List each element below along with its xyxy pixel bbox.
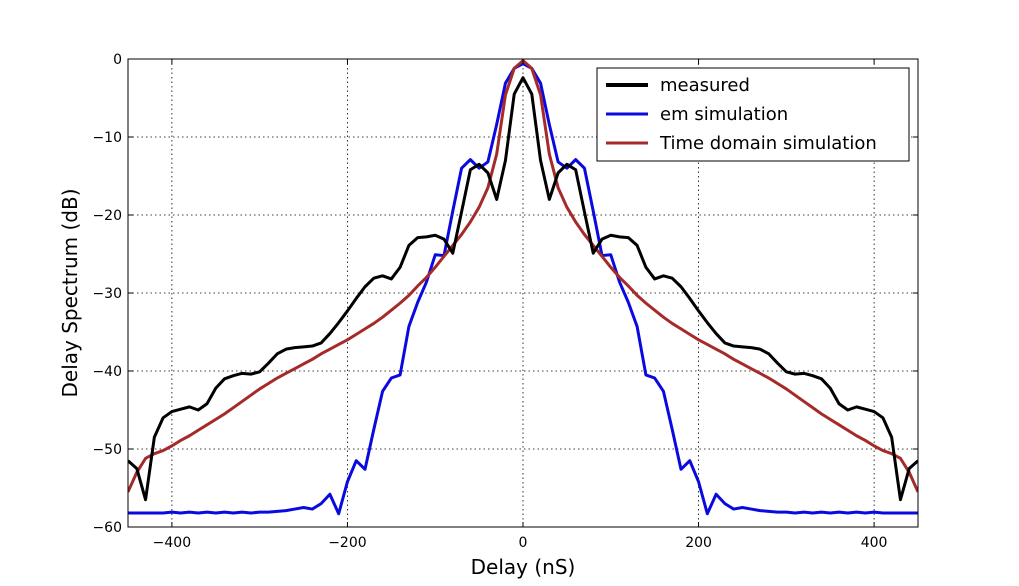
y-tick-label: −40 [92,364,122,380]
y-tick-label: −10 [92,130,122,146]
y-tick-label: −60 [92,520,122,536]
y-tick-label: 0 [113,52,122,68]
y-tick-label: −50 [92,442,122,458]
y-axis-label: Delay Spectrum (dB) [58,188,82,397]
legend-label-time-domain-simulation: Time domain simulation [659,133,877,154]
y-tick-label: −20 [92,208,122,224]
legend-box [596,67,910,162]
x-tick-label: 0 [519,535,528,551]
x-tick-label: 200 [685,535,712,551]
x-tick-label: 400 [861,535,888,551]
ticks: −400 −200 0 200 400 −60 −50 −40 −30 −20 −10 0 [92,52,918,551]
x-axis-label: Delay (nS) [471,555,576,579]
legend-label-measured: measured [660,75,750,96]
y-tick-label: −30 [92,286,122,302]
legend: measured em simulation Time domain simul… [596,67,910,162]
legend-label-em-simulation: em simulation [660,104,788,125]
series-line-measured [128,76,918,502]
x-tick-label: −400 [153,535,191,551]
x-tick-label: −200 [328,535,366,551]
